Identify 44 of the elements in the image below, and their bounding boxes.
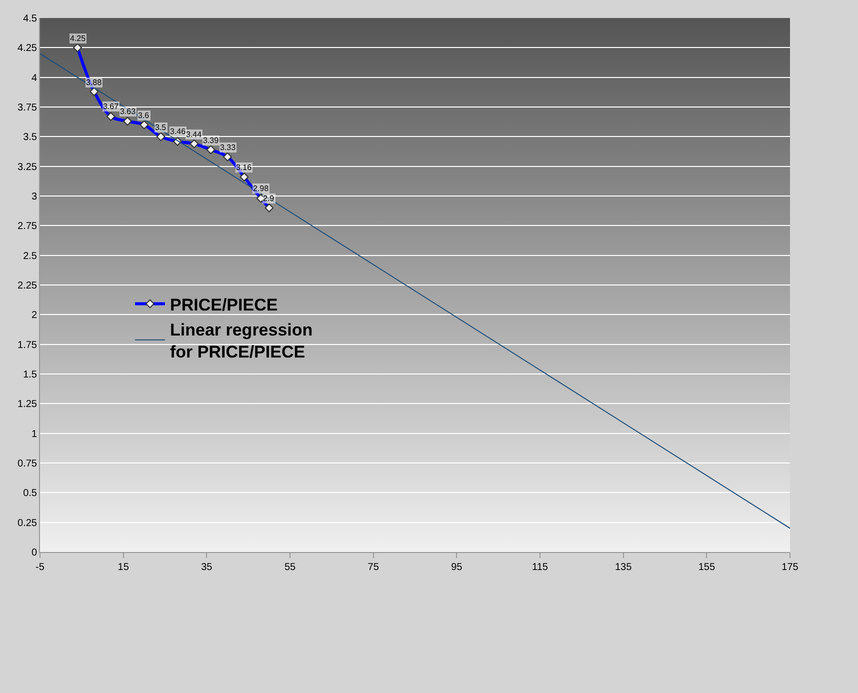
y-tick-label: 1 xyxy=(31,428,38,440)
data-label: 3.5 xyxy=(155,123,167,132)
y-tick-label: 0 xyxy=(31,548,38,558)
y-tick-label: 3.75 xyxy=(18,102,38,114)
y-tick-label: 3.25 xyxy=(18,162,38,173)
x-tick-label: -5 xyxy=(36,562,45,573)
x-tick-label: 15 xyxy=(118,562,130,573)
y-tick-label: 2.25 xyxy=(18,280,38,292)
y-tick-label: 3 xyxy=(31,192,38,202)
y-tick-label: 2.75 xyxy=(18,221,38,232)
legend-label: Linear regression for PRICE/PIECE xyxy=(170,320,313,362)
y-tick-label: 4 xyxy=(31,72,38,84)
data-label: 4.25 xyxy=(70,34,86,43)
data-label: 3.6 xyxy=(138,111,150,120)
y-tick-label: 0.75 xyxy=(18,458,38,470)
x-tick-label: 55 xyxy=(284,562,296,573)
y-tick-label: 2.5 xyxy=(23,250,38,262)
data-label: 2.98 xyxy=(253,184,270,193)
data-label: 3.39 xyxy=(203,136,220,145)
data-label: 3.16 xyxy=(236,163,252,172)
legend-label: PRICE/PIECE xyxy=(170,295,278,314)
y-tick-label: 1.25 xyxy=(18,399,38,410)
x-tick-label: 75 xyxy=(368,562,380,573)
data-label: 3.44 xyxy=(186,130,202,139)
data-label: 2.9 xyxy=(263,194,275,203)
data-label: 3.88 xyxy=(86,78,102,87)
y-tick-label: 4.5 xyxy=(23,14,38,24)
y-tick-label: 1.75 xyxy=(18,340,38,351)
y-tick-label: 2 xyxy=(31,310,38,322)
y-tick-label: 1.5 xyxy=(23,370,38,380)
data-label: 3.46 xyxy=(170,127,186,136)
x-tick-label: 175 xyxy=(782,562,799,573)
data-label: 3.63 xyxy=(120,107,136,116)
x-tick-label: 155 xyxy=(698,562,716,573)
y-tick-label: 0.25 xyxy=(18,518,38,529)
y-tick-label: 3.5 xyxy=(23,132,38,144)
x-tick-label: 135 xyxy=(614,562,632,573)
x-tick-label: 115 xyxy=(532,562,548,573)
y-tick-label: 4.25 xyxy=(18,43,38,54)
data-label: 3.33 xyxy=(220,143,236,152)
data-label: 3.67 xyxy=(103,102,120,111)
x-tick-label: 95 xyxy=(451,562,463,573)
x-tick-label: 35 xyxy=(201,562,213,573)
y-tick-label: 0.5 xyxy=(23,488,38,500)
